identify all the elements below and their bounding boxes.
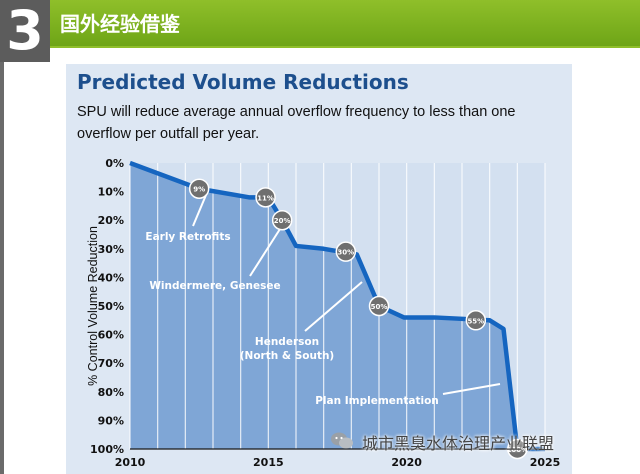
watermark-text: 城市黑臭水体治理产业联盟 xyxy=(362,434,555,453)
chart-title: Predicted Volume Reductions xyxy=(77,70,409,94)
milestone-label: 9% xyxy=(193,186,205,194)
milestone-label: 100% xyxy=(507,446,529,454)
annotation-label: Plan Implementation xyxy=(315,395,439,407)
y-tick-label: 30% xyxy=(98,243,124,256)
y-tick-label: 50% xyxy=(98,300,124,313)
milestone-marker: 30% xyxy=(335,241,357,262)
milestone-marker: 9% xyxy=(188,178,210,199)
y-tick-label: 90% xyxy=(98,414,124,427)
y-tick-label: 10% xyxy=(98,186,124,199)
milestone-circle xyxy=(335,241,357,262)
milestone-circle xyxy=(271,209,293,231)
milestone-circle xyxy=(465,310,487,331)
x-tick-label: 2010 xyxy=(115,456,146,469)
left-divider xyxy=(0,62,4,474)
y-tick-label: 20% xyxy=(98,214,124,227)
section-title: 国外经验借鉴 xyxy=(60,12,180,36)
annotation-leader xyxy=(192,194,207,227)
x-tick-label: 2025 xyxy=(530,456,561,469)
title-bar: 国外经验借鉴 xyxy=(50,0,640,46)
milestone-circle xyxy=(188,178,210,199)
annotation-leader xyxy=(304,281,363,332)
chart-subtitle: SPU will reduce average annual overflow … xyxy=(77,104,516,142)
milestone-label: 55% xyxy=(467,317,484,325)
milestone-circle xyxy=(368,295,390,317)
header-divider xyxy=(50,46,640,48)
milestone-marker: 20% xyxy=(271,209,293,231)
annotation-label: Henderson (North & South) xyxy=(240,336,335,362)
section-number: 3 xyxy=(0,0,50,62)
x-tick-label: 2015 xyxy=(253,456,284,469)
milestone-marker: 100% xyxy=(507,438,529,460)
annotation-leader xyxy=(249,228,281,277)
y-tick-label: 40% xyxy=(98,271,124,284)
milestone-label: 20% xyxy=(274,217,291,225)
y-axis-title: % Control Volume Reduction xyxy=(86,226,100,386)
y-tick-label: 70% xyxy=(98,357,124,370)
y-tick-label: 0% xyxy=(105,157,124,170)
slide-header: 3 国外经验借鉴 xyxy=(0,0,640,62)
y-tick-label: 100% xyxy=(90,443,124,456)
y-tick-label: 80% xyxy=(98,386,124,399)
wechat-icon xyxy=(331,432,353,449)
milestone-marker: 50% xyxy=(368,295,390,317)
milestone-marker: 55% xyxy=(465,310,487,331)
annotation-label: Windermere, Genesee xyxy=(149,280,280,292)
annotation-leader xyxy=(442,383,501,395)
milestone-marker: 11% xyxy=(255,187,276,208)
area-fill xyxy=(130,163,545,449)
milestone-label: 11% xyxy=(257,194,274,202)
x-tick-label: 2020 xyxy=(391,456,422,469)
milestone-circle xyxy=(255,187,276,208)
milestone-label: 50% xyxy=(371,303,388,311)
annotation-label: Early Retrofits xyxy=(145,231,230,243)
milestone-label: 30% xyxy=(337,249,354,257)
y-tick-label: 60% xyxy=(98,329,124,342)
milestone-circle xyxy=(507,438,528,460)
